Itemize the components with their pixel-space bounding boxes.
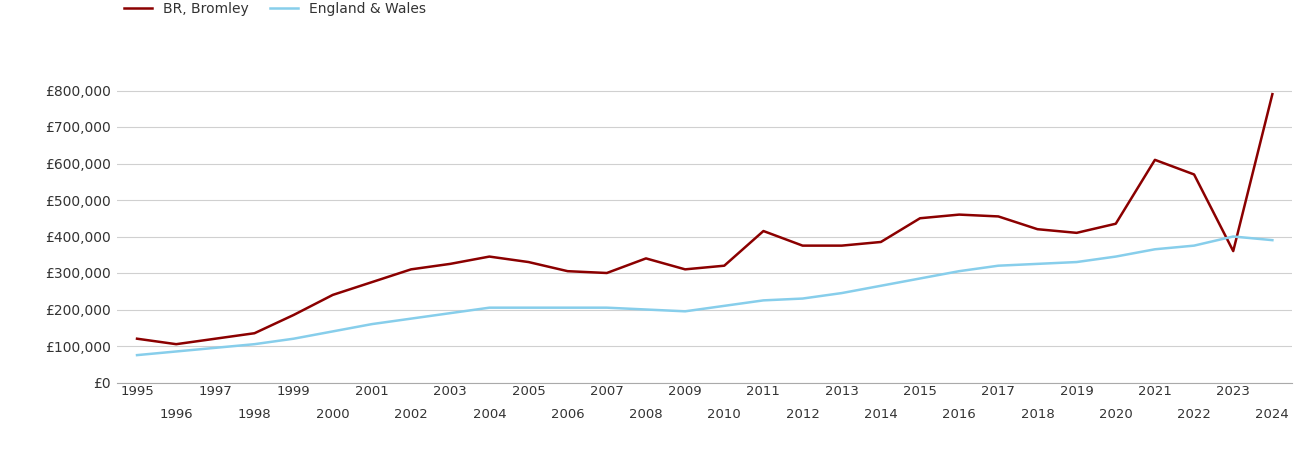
BR, Bromley [834, 243, 850, 248]
England & Wales [129, 352, 145, 358]
BR, Bromley [325, 292, 341, 297]
BR, Bromley [638, 256, 654, 261]
BR, Bromley [1147, 157, 1163, 162]
England & Wales [1147, 247, 1163, 252]
England & Wales [638, 307, 654, 312]
BR, Bromley [873, 239, 889, 245]
England & Wales [716, 303, 732, 309]
England & Wales [286, 336, 301, 342]
BR, Bromley [521, 259, 536, 265]
England & Wales [482, 305, 497, 310]
BR, Bromley [990, 214, 1006, 219]
BR, Bromley [677, 267, 693, 272]
BR, Bromley [1225, 248, 1241, 254]
Line: BR, Bromley: BR, Bromley [137, 94, 1272, 344]
England & Wales [1225, 234, 1241, 239]
England & Wales [207, 345, 223, 351]
England & Wales [442, 310, 458, 316]
England & Wales [951, 269, 967, 274]
BR, Bromley [1265, 91, 1280, 97]
BR, Bromley [1030, 226, 1045, 232]
BR, Bromley [364, 279, 380, 285]
England & Wales [599, 305, 615, 310]
England & Wales [560, 305, 576, 310]
England & Wales [756, 298, 771, 303]
BR, Bromley [716, 263, 732, 268]
BR, Bromley [1069, 230, 1084, 235]
England & Wales [1030, 261, 1045, 266]
BR, Bromley [1186, 172, 1202, 177]
BR, Bromley [912, 216, 928, 221]
BR, Bromley [756, 228, 771, 234]
BR, Bromley [1108, 221, 1124, 226]
England & Wales [795, 296, 810, 301]
BR, Bromley [951, 212, 967, 217]
England & Wales [325, 328, 341, 334]
BR, Bromley [247, 330, 262, 336]
BR, Bromley [207, 336, 223, 342]
England & Wales [990, 263, 1006, 268]
BR, Bromley [286, 312, 301, 318]
England & Wales [403, 316, 419, 321]
England & Wales [677, 309, 693, 314]
England & Wales [1069, 259, 1084, 265]
England & Wales [834, 290, 850, 296]
England & Wales [1186, 243, 1202, 248]
England & Wales [1108, 254, 1124, 259]
Legend: BR, Bromley, England & Wales: BR, Bromley, England & Wales [124, 2, 425, 16]
BR, Bromley [129, 336, 145, 342]
BR, Bromley [599, 270, 615, 276]
England & Wales [247, 342, 262, 347]
England & Wales [1265, 238, 1280, 243]
England & Wales [873, 283, 889, 288]
BR, Bromley [560, 269, 576, 274]
BR, Bromley [168, 342, 184, 347]
BR, Bromley [795, 243, 810, 248]
BR, Bromley [403, 267, 419, 272]
England & Wales [521, 305, 536, 310]
England & Wales [912, 276, 928, 281]
England & Wales [168, 349, 184, 354]
BR, Bromley [442, 261, 458, 266]
Line: England & Wales: England & Wales [137, 237, 1272, 355]
BR, Bromley [482, 254, 497, 259]
England & Wales [364, 321, 380, 327]
